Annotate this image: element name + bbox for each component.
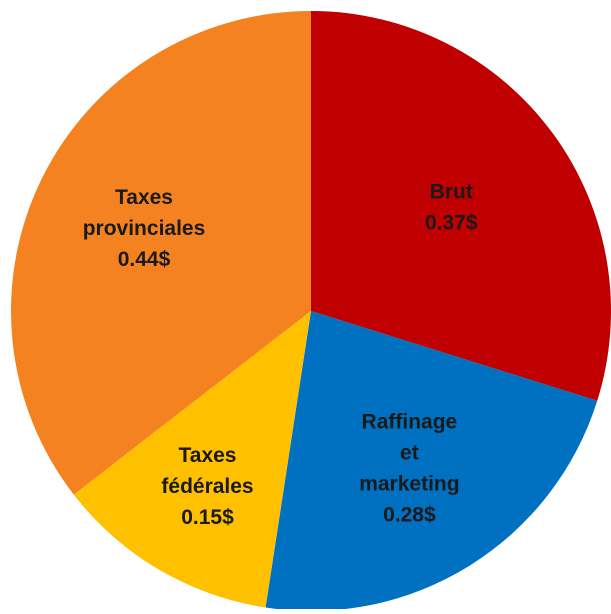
slice-category-label: fédérales xyxy=(161,474,253,497)
slice-label-0: Brut 0.37$ xyxy=(425,180,478,234)
pie-slice-3 xyxy=(10,11,311,495)
slice-category-label: provinciales xyxy=(83,217,206,240)
slice-label-3: Taxes provinciales 0.44$ xyxy=(83,186,206,271)
pie-slice-2 xyxy=(73,311,312,608)
pie-slice-1 xyxy=(265,311,598,611)
slice-value-label: 0.37$ xyxy=(425,211,478,234)
slice-label-1: Raffinage et marketing 0.28$ xyxy=(359,410,459,526)
slice-category-label: Taxes xyxy=(179,443,237,466)
slice-category-label: et xyxy=(400,441,419,464)
slice-category-label: Raffinage xyxy=(362,410,458,433)
slice-value-label: 0.44$ xyxy=(118,248,171,271)
slice-label-2: Taxes fédérales 0.15$ xyxy=(161,443,253,528)
slice-category-label: marketing xyxy=(359,472,459,495)
slice-value-label: 0.28$ xyxy=(383,503,436,526)
slice-value-label: 0.15$ xyxy=(181,505,234,528)
slice-category-label: Brut xyxy=(430,180,473,203)
pie-slice-0 xyxy=(311,11,611,401)
slice-category-label: Taxes xyxy=(115,186,173,209)
